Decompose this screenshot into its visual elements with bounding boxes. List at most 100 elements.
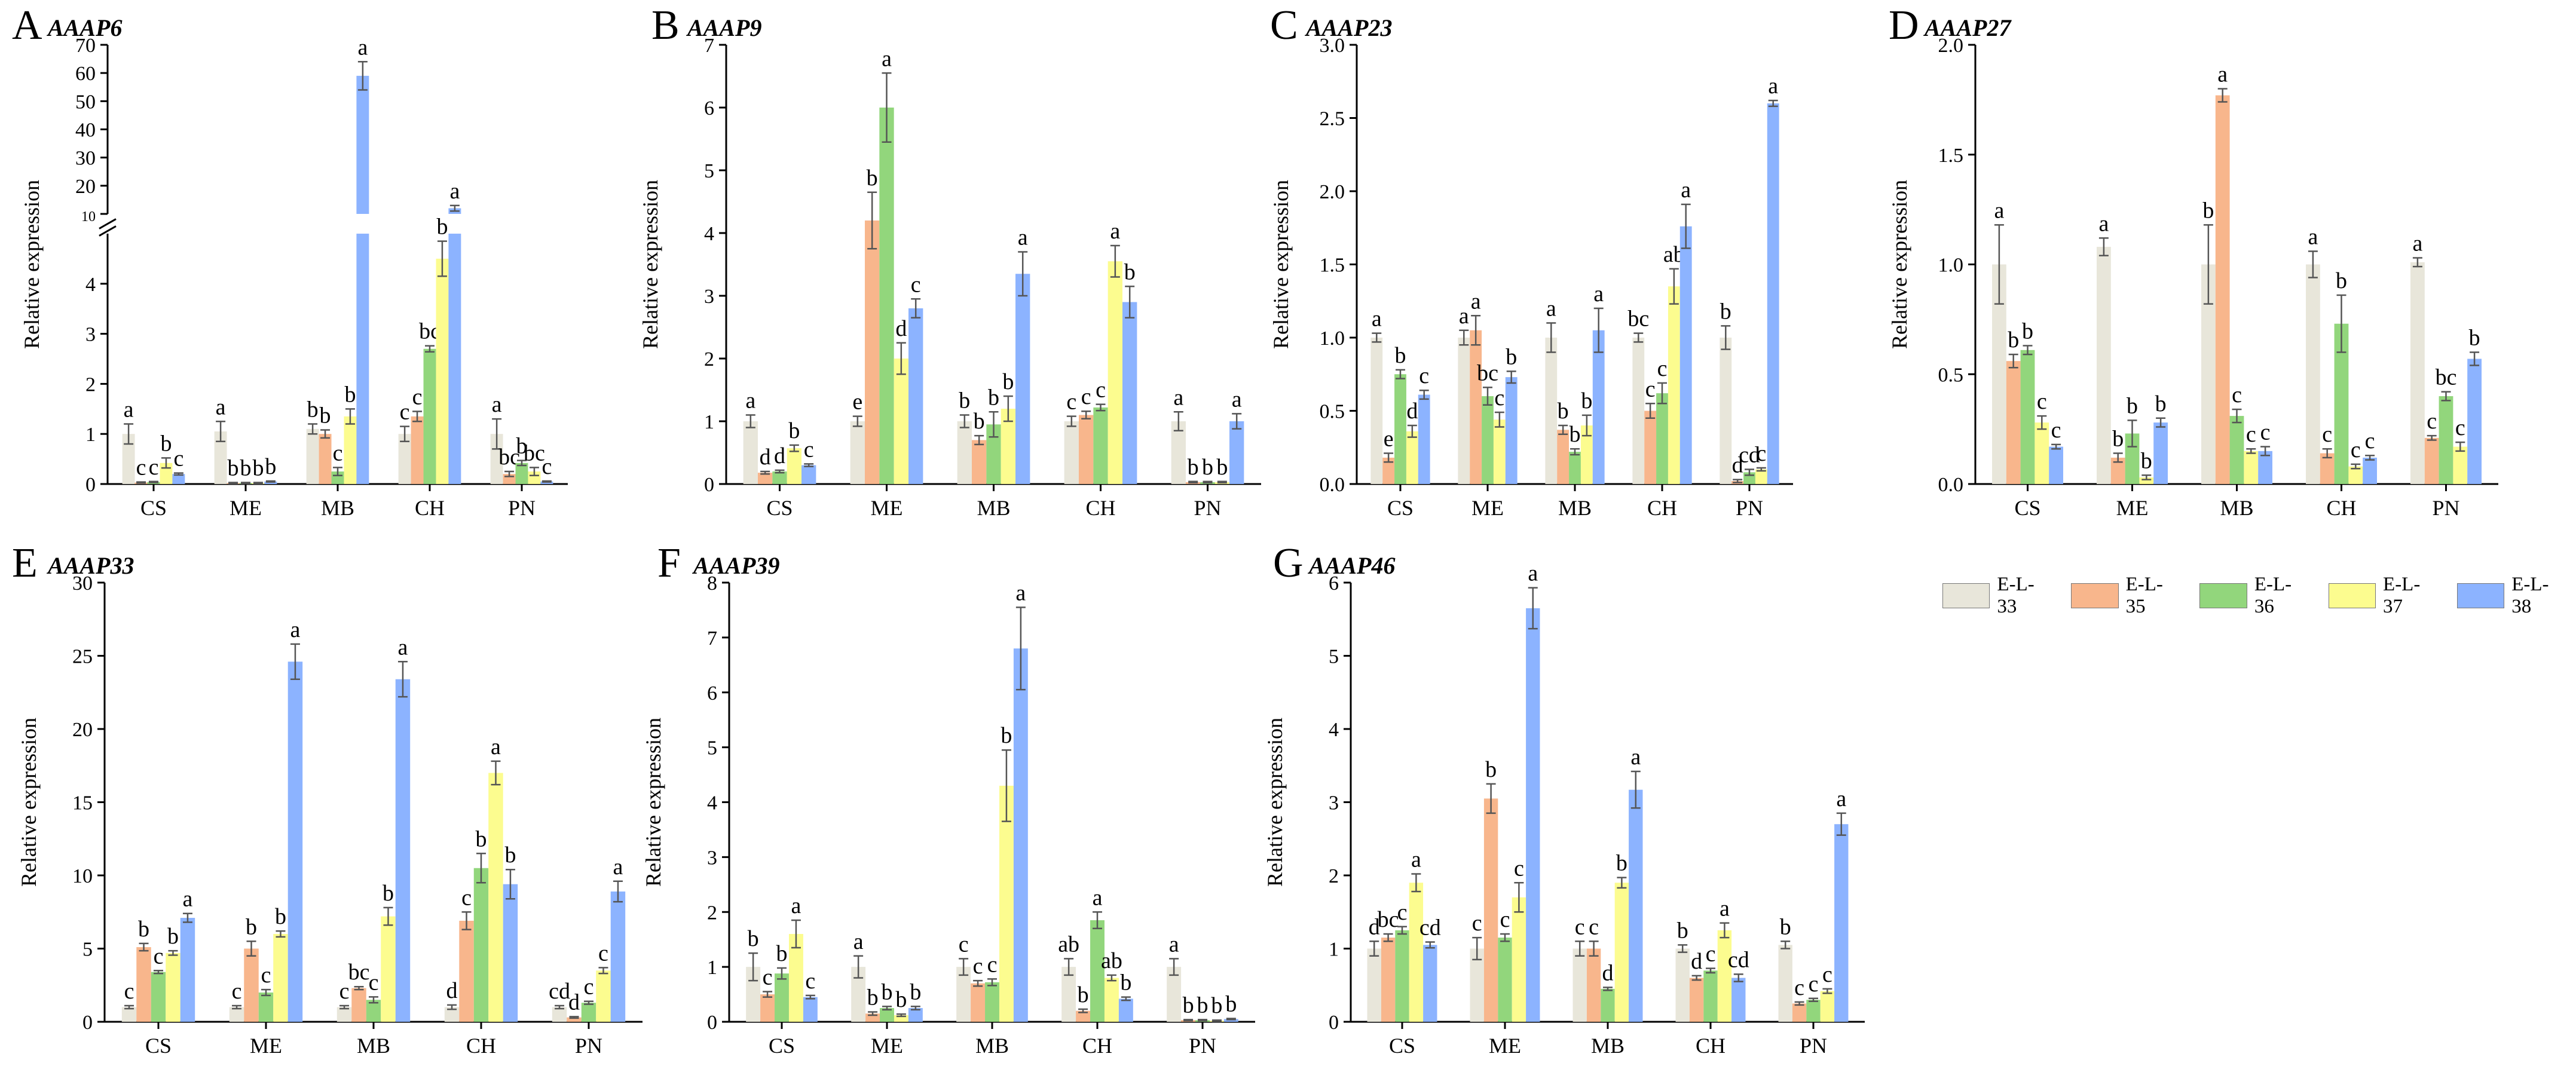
significance-letter: d <box>1369 914 1380 939</box>
x-tick-label: CH <box>1647 496 1677 520</box>
significance-letter: c <box>763 964 773 990</box>
legend-label: E-L-33 <box>1997 574 2035 617</box>
bar <box>1717 930 1732 1022</box>
bar <box>1505 377 1518 484</box>
significance-letter: c <box>173 446 183 471</box>
y-tick-label: 20 <box>72 719 93 741</box>
y-tick-label: 3 <box>1329 792 1339 814</box>
significance-letter: a <box>853 929 864 954</box>
significance-letter: a <box>1528 561 1538 586</box>
bar <box>908 308 923 484</box>
panel-letter: E <box>12 540 38 586</box>
y-tick-label: 5 <box>704 160 714 182</box>
significance-letter: b <box>1216 455 1228 480</box>
bar <box>351 988 366 1022</box>
y-tick-label: 2 <box>1329 865 1339 887</box>
y-tick-label: 2 <box>707 902 717 924</box>
significance-letter: d <box>1406 399 1418 424</box>
bar <box>2258 451 2272 484</box>
significance-letter: b <box>974 409 985 434</box>
panel-title: AAAP33 <box>46 552 134 579</box>
bar <box>515 462 528 484</box>
bar <box>121 1007 137 1022</box>
bar <box>957 421 972 484</box>
significance-letter: b <box>2022 318 2033 344</box>
bar <box>596 970 611 1022</box>
significance-letter: b <box>275 904 286 929</box>
legend-label: E-L-37 <box>2383 574 2421 617</box>
bar <box>1406 431 1418 484</box>
bar <box>1526 608 1540 1022</box>
significance-letter: c <box>2246 422 2256 447</box>
significance-letter: a <box>2098 211 2109 236</box>
significance-letter: a <box>2217 62 2228 87</box>
legend-item: E-L-33 <box>1942 574 2048 618</box>
bar <box>2334 323 2349 484</box>
y-tick-label: 30 <box>72 572 93 595</box>
bar <box>1614 883 1629 1022</box>
x-tick-label: PN <box>2432 496 2459 520</box>
y-tick-label: 0 <box>707 1012 717 1034</box>
significance-letter: b <box>436 215 448 240</box>
bar <box>1580 425 1593 484</box>
bar <box>1078 415 1094 484</box>
legend-label: E-L-36 <box>2254 574 2292 617</box>
y-tick-label: 1 <box>1329 939 1339 961</box>
y-axis-label: Relative expression <box>638 180 662 349</box>
significance-letter: b <box>167 924 179 949</box>
y-axis-label: Relative expression <box>1269 180 1293 349</box>
bar <box>180 918 195 1022</box>
bar <box>1767 103 1779 484</box>
significance-letter: ab <box>1101 948 1122 973</box>
x-tick-label: PN <box>1800 1034 1827 1058</box>
y-tick-label: 0 <box>82 1012 93 1034</box>
y-tick-label: 50 <box>75 91 96 113</box>
bar <box>1644 411 1657 484</box>
significance-letter: c <box>2455 415 2465 440</box>
significance-letter: a <box>1546 296 1556 321</box>
significance-letter: c <box>1589 914 1599 939</box>
significance-letter: c <box>2232 382 2242 408</box>
y-axis-label: Relative expression <box>641 718 665 887</box>
significance-letter: c <box>1575 914 1585 939</box>
bar <box>229 1007 244 1022</box>
significance-letter: c <box>1500 907 1510 932</box>
legend-swatch <box>2456 583 2505 608</box>
significance-letter: c <box>461 885 472 910</box>
y-tick-label: 1.5 <box>1320 255 1345 277</box>
significance-letter: a <box>1093 885 1103 910</box>
x-tick-label: MB <box>1591 1034 1624 1058</box>
bar <box>1418 394 1430 484</box>
bar <box>971 983 986 1022</box>
significance-letter: c <box>369 970 379 995</box>
bar <box>136 947 151 1022</box>
y-tick-label: 8 <box>707 572 717 595</box>
bar <box>1122 302 1137 484</box>
bar <box>2201 264 2216 484</box>
significance-letter: c <box>2322 422 2332 447</box>
legend-swatch <box>2071 583 2119 608</box>
x-tick-label: ME <box>230 496 262 520</box>
significance-letter: c <box>2427 409 2437 434</box>
significance-letter: c <box>154 944 164 969</box>
significance-letter: a <box>398 635 408 660</box>
bar <box>398 434 411 484</box>
y-tick-label: 70 <box>75 35 96 57</box>
y-tick-label: 4 <box>707 792 717 814</box>
significance-letter: b <box>160 431 172 456</box>
significance-letter: c <box>1514 856 1524 881</box>
y-tick-label: 2.0 <box>1320 181 1345 203</box>
legend-item: E-L-37 <box>2328 574 2434 618</box>
panel-letter: G <box>1273 540 1304 586</box>
bar <box>1820 991 1835 1022</box>
bar <box>336 1007 352 1022</box>
significance-letter: d <box>446 978 458 1003</box>
panel-title: AAAP27 <box>1923 14 2012 41</box>
bar <box>1703 970 1718 1022</box>
bar <box>757 473 773 484</box>
significance-letter: c <box>2051 418 2061 443</box>
significance-letter: a <box>1169 932 1179 957</box>
bar <box>1493 419 1506 484</box>
significance-letter: b <box>228 455 239 480</box>
significance-letter: bc <box>1378 907 1399 932</box>
